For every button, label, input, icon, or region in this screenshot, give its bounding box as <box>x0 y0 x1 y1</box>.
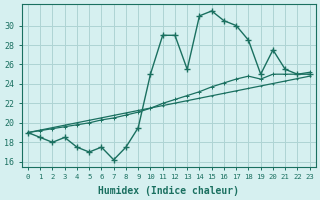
X-axis label: Humidex (Indice chaleur): Humidex (Indice chaleur) <box>98 186 239 196</box>
